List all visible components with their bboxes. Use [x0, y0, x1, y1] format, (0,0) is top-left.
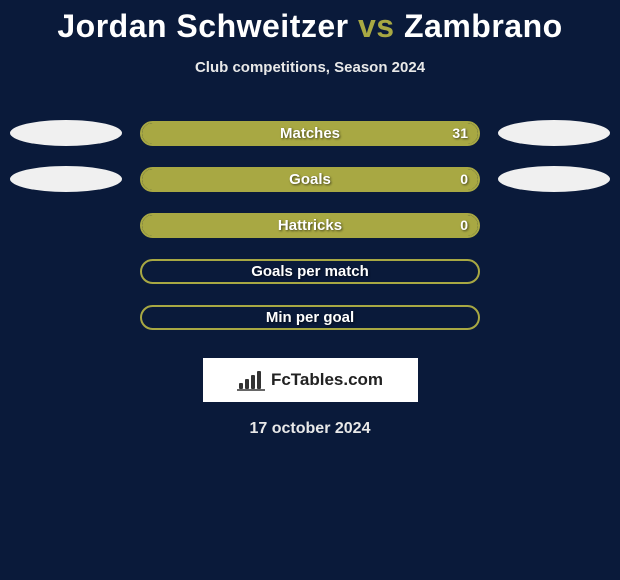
stat-label: Goals: [289, 171, 331, 188]
logo-box: FcTables.com: [203, 358, 418, 402]
stat-row: Hattricks 0: [0, 202, 620, 248]
stat-row: Goals per match: [0, 248, 620, 294]
stat-rows: Matches 31 Goals 0 Hattricks 0 Goals per match…: [0, 110, 620, 340]
stat-bar: Hattricks 0: [140, 213, 480, 238]
bar-chart-icon: [237, 369, 265, 391]
date: 17 october 2024: [0, 420, 620, 438]
stat-label: Hattricks: [278, 217, 342, 234]
oval-spacer: [10, 304, 122, 330]
stat-row: Matches 31: [0, 110, 620, 156]
stat-bar: Goals 0: [140, 167, 480, 192]
left-indicator-oval: [10, 166, 122, 192]
stat-bar: Goals per match: [140, 259, 480, 284]
title: Jordan Schweitzer vs Zambrano: [0, 8, 620, 45]
oval-spacer: [498, 304, 610, 330]
player1-name: Jordan Schweitzer: [57, 8, 348, 44]
comparison-card: Jordan Schweitzer vs Zambrano Club compe…: [0, 0, 620, 438]
stat-label: Matches: [280, 125, 340, 142]
oval-spacer: [10, 212, 122, 238]
oval-spacer: [498, 212, 610, 238]
stat-value: 0: [460, 171, 468, 187]
stat-bar: Matches 31: [140, 121, 480, 146]
left-indicator-oval: [10, 120, 122, 146]
stat-value: 31: [452, 125, 468, 141]
player2-name: Zambrano: [404, 8, 563, 44]
stat-label: Min per goal: [266, 309, 354, 326]
subtitle: Club competitions, Season 2024: [0, 59, 620, 76]
oval-spacer: [10, 258, 122, 284]
right-indicator-oval: [498, 120, 610, 146]
stat-bar: Min per goal: [140, 305, 480, 330]
stat-label: Goals per match: [251, 263, 369, 280]
oval-spacer: [498, 258, 610, 284]
logo-text: FcTables.com: [271, 370, 383, 390]
right-indicator-oval: [498, 166, 610, 192]
stat-row: Goals 0: [0, 156, 620, 202]
vs-text: vs: [358, 8, 395, 44]
stat-row: Min per goal: [0, 294, 620, 340]
stat-value: 0: [460, 217, 468, 233]
